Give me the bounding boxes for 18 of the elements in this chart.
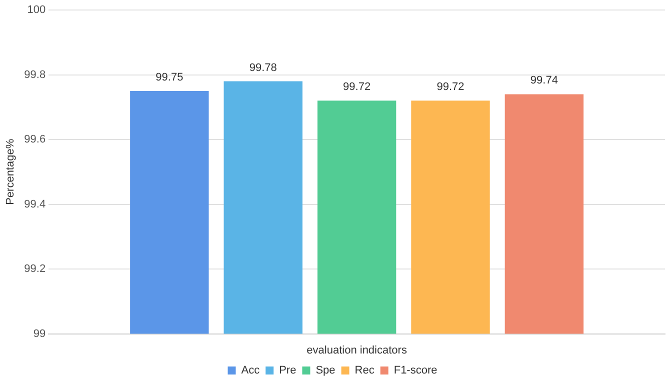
legend-label: Pre	[279, 364, 296, 377]
legend-label: Rec	[354, 364, 375, 377]
x-axis-title: evaluation indicators	[306, 344, 408, 356]
data-label: 99.72	[436, 81, 464, 94]
legend-label: Spe	[316, 364, 336, 377]
data-label: 99.72	[343, 81, 371, 94]
data-label: 99.78	[249, 62, 277, 74]
y-tick-label: 99.6	[24, 134, 46, 146]
y-axis-title: Percentage%	[4, 138, 17, 205]
data-label: 99.74	[530, 74, 558, 87]
y-tick-label: 99.8	[24, 68, 46, 81]
y-tick-label: 100	[27, 4, 46, 16]
legend-label: Acc	[241, 364, 260, 377]
y-tick-label: 99	[33, 328, 46, 340]
y-tick-label: 99.4	[24, 198, 46, 210]
data-label: 99.75	[156, 71, 184, 84]
y-tick-label: 99.2	[24, 263, 46, 276]
legend-label: F1-score	[394, 364, 438, 377]
